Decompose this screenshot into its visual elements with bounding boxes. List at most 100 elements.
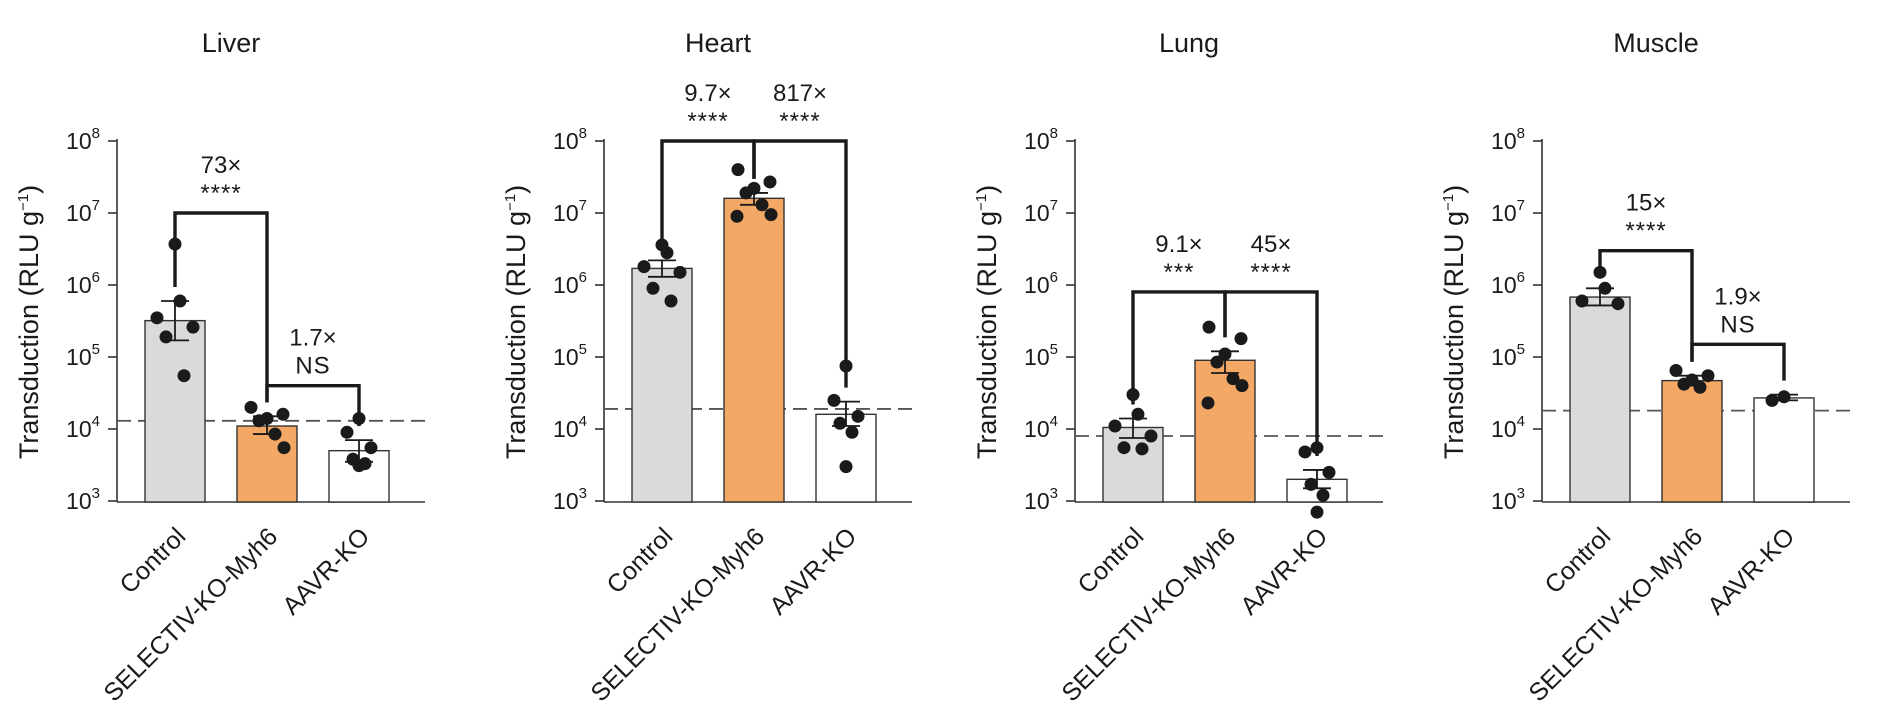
bracket-line <box>1598 248 1694 362</box>
data-point <box>173 294 187 308</box>
data-point <box>1131 407 1145 421</box>
significance-bracket: NS1.9× <box>1690 283 1786 381</box>
significance-label: NS <box>295 353 330 380</box>
y-axis-label-exponent: −1 <box>15 194 32 211</box>
data-point <box>1777 390 1791 404</box>
data-point <box>1234 332 1248 346</box>
data-point <box>1108 419 1122 433</box>
data-point <box>277 441 291 455</box>
data-point <box>1575 294 1589 308</box>
y-tick-label: 103 <box>1491 485 1525 514</box>
y-tick-label: 104 <box>1491 413 1525 442</box>
bar-selectiv-ko-myh6 <box>723 197 785 503</box>
y-axis-label-exponent: −1 <box>502 194 519 211</box>
data-point <box>1322 465 1336 479</box>
data-point <box>1144 429 1158 443</box>
y-axis-label-exponent: −1 <box>973 194 990 211</box>
error-bar <box>648 259 676 278</box>
data-point <box>673 265 687 279</box>
y-axis-label-close: ) <box>501 185 531 194</box>
y-tick-label: 105 <box>553 341 587 370</box>
bar-selectiv-ko-myh6 <box>1194 359 1256 503</box>
bar-aavr-ko <box>815 413 877 503</box>
y-tick-label: 103 <box>553 485 587 514</box>
data-point <box>1226 372 1240 386</box>
y-axis-label: Transduction (RLU g−1) <box>501 185 531 459</box>
significance-bracket: ****45× <box>1223 231 1319 456</box>
panel-muscle: Muscle Transduction (RLU g−1) 103 104 105 106… <box>1439 28 1854 707</box>
data-point <box>755 198 769 212</box>
data-point <box>763 175 777 189</box>
category-label: SELECTIV-KO-Myh6 <box>585 522 770 707</box>
data-point <box>1218 347 1232 361</box>
data-point <box>1210 355 1224 369</box>
data-point <box>186 320 200 334</box>
bracket-line <box>752 139 848 388</box>
y-tick-label: 104 <box>553 413 587 442</box>
bracket-line <box>265 383 361 427</box>
fold-change-label: 15× <box>1626 190 1667 217</box>
category-label: Control <box>601 522 678 599</box>
category-label: Control <box>114 522 191 599</box>
y-axis-label-exponent: −1 <box>1440 194 1457 211</box>
y-tick-label: 108 <box>1491 125 1525 154</box>
y-tick-label: 107 <box>1024 197 1058 226</box>
data-point <box>739 186 753 200</box>
category-label: Control <box>1539 522 1616 599</box>
fold-change-label: 73× <box>201 152 242 179</box>
panel-title: Liver <box>202 28 261 58</box>
y-axis-label-text: Transduction (RLU g <box>1439 211 1469 459</box>
y-axis-label-close: ) <box>14 185 44 194</box>
bracket-line <box>1690 342 1786 381</box>
data-point <box>252 414 266 428</box>
y-axis-label: Transduction (RLU g−1) <box>14 185 44 459</box>
y-tick-label: 108 <box>1024 125 1058 154</box>
y-axis-label-close: ) <box>972 185 1002 194</box>
data-point <box>664 294 678 308</box>
y-tick-label: 105 <box>1024 341 1058 370</box>
bracket-line <box>1223 290 1319 456</box>
y-axis-label-text: Transduction (RLU g <box>972 211 1002 459</box>
y-axis-label-text: Transduction (RLU g <box>501 211 531 459</box>
y-tick-label: 108 <box>66 125 100 154</box>
data-point <box>159 330 173 344</box>
y-tick-label: 107 <box>66 197 100 226</box>
data-point <box>1310 505 1324 519</box>
data-point <box>1304 477 1318 491</box>
significance-label: **** <box>1625 218 1666 245</box>
y-axis-label: Transduction (RLU g−1) <box>1439 185 1469 459</box>
category-label: SELECTIV-KO-Myh6 <box>1523 522 1708 707</box>
data-point <box>1235 379 1249 393</box>
fold-change-label: 1.7× <box>289 325 336 352</box>
significance-label: **** <box>1250 259 1291 286</box>
panel-lung: Lung Transduction (RLU g−1) 103 104 105 106 10… <box>972 28 1387 707</box>
category-label: SELECTIV-KO-Myh6 <box>98 522 283 707</box>
y-axis-label-text: Transduction (RLU g <box>14 211 44 459</box>
bar-aavr-ko <box>1753 397 1815 503</box>
data-point <box>1611 297 1625 311</box>
data-point <box>1677 377 1691 391</box>
significance-label: **** <box>779 108 820 135</box>
category-label: AAVR-KO <box>1702 522 1800 620</box>
significance-label: **** <box>200 180 241 207</box>
significance-bracket: ****817× <box>752 80 848 388</box>
y-tick-label: 106 <box>1024 269 1058 298</box>
category-label: AAVR-KO <box>1235 522 1333 620</box>
fold-change-label: 9.7× <box>684 80 731 107</box>
data-point <box>731 163 745 177</box>
data-point <box>1202 320 1216 334</box>
category-label: Control <box>1072 522 1149 599</box>
panel-liver: Liver Transduction (RLU g−1) 103 104 105 106 1… <box>14 28 429 707</box>
bar-selectiv-ko-myh6 <box>236 425 298 503</box>
significance-bracket: ****73× <box>173 152 269 403</box>
data-point <box>660 246 674 260</box>
data-point <box>1669 363 1683 377</box>
bar-control <box>144 319 206 503</box>
panel-title: Lung <box>1159 28 1219 58</box>
bracket-line <box>173 211 269 403</box>
data-point <box>851 409 865 423</box>
panel-title: Muscle <box>1613 28 1699 58</box>
data-point <box>276 407 290 421</box>
y-tick-label: 107 <box>1491 197 1525 226</box>
